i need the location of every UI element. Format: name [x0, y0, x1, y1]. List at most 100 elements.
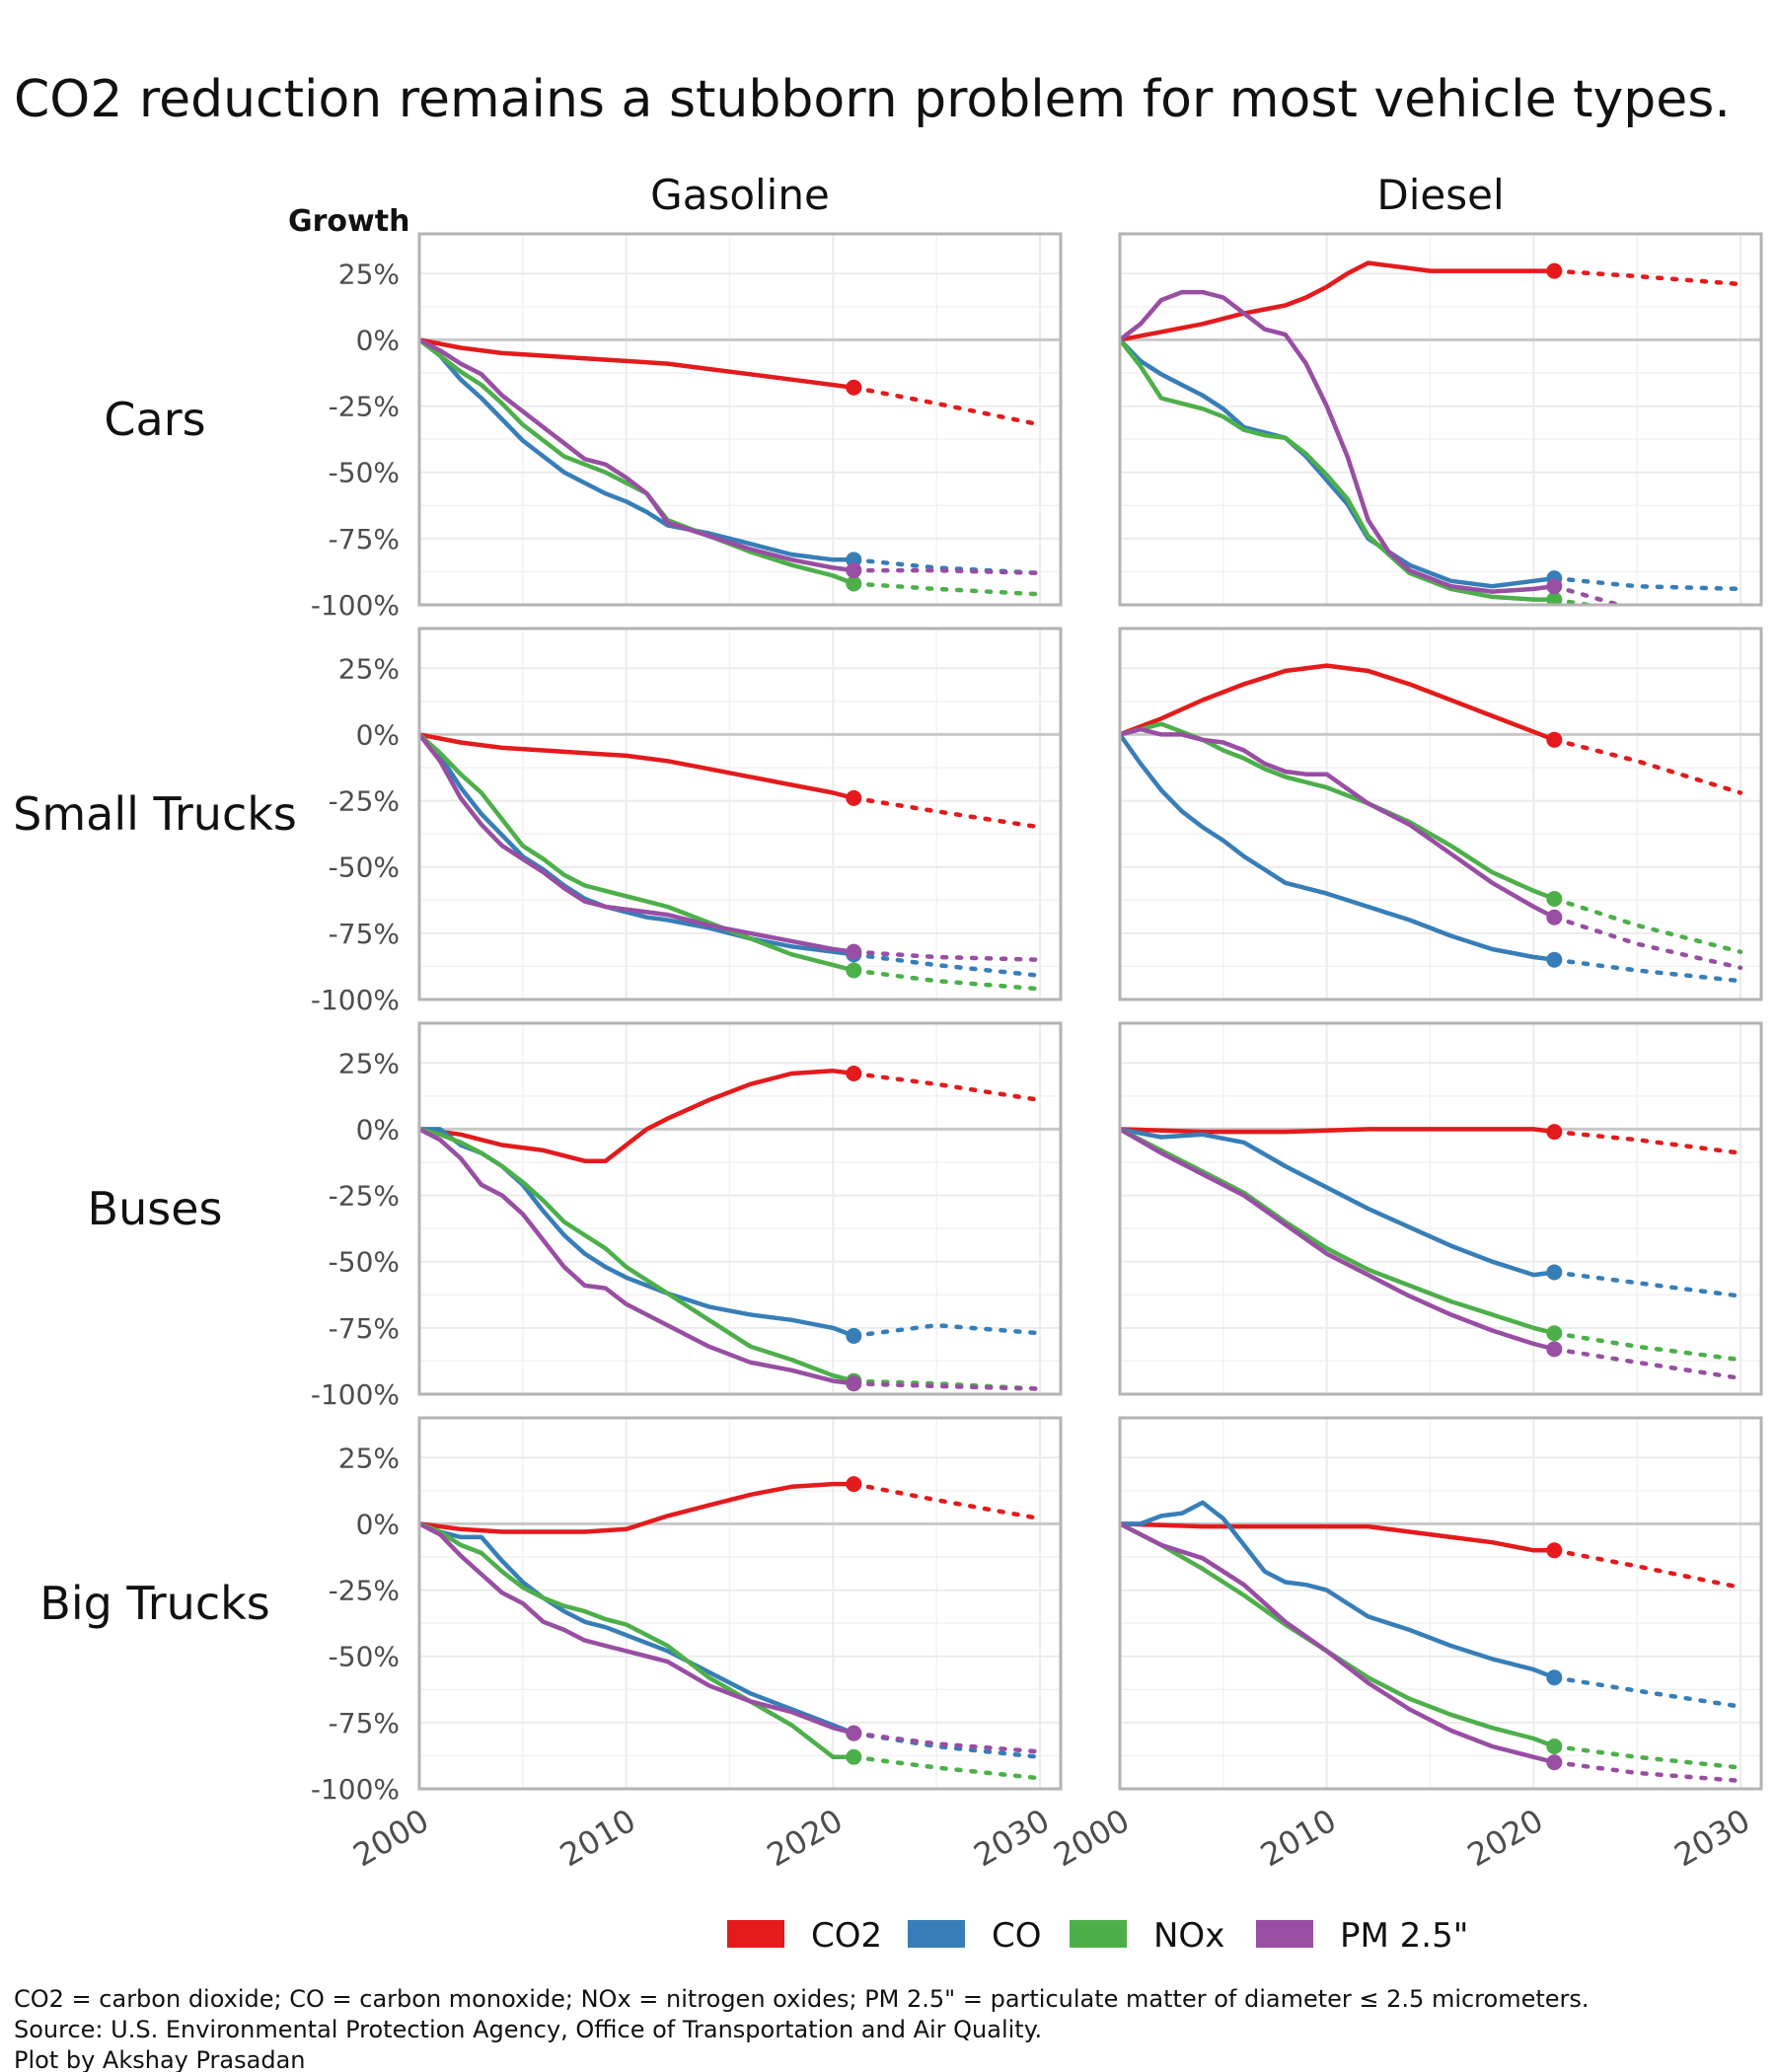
projection-line-pm25	[1552, 583, 1627, 605]
y-tick-label: -100%	[311, 984, 400, 1016]
caption-author: Plot by Akshay Prasadan	[14, 2046, 306, 2072]
y-tick-label: -100%	[311, 1773, 400, 1806]
y-tick-label: -25%	[329, 391, 400, 423]
y-tick-label: -50%	[329, 851, 400, 884]
row-label-big-trucks: Big Trucks	[39, 1577, 269, 1630]
projection-line-nox	[1552, 896, 1743, 954]
series-line-co2	[419, 1481, 856, 1534]
series-line-co2	[1120, 260, 1557, 342]
end-point-co	[1546, 1264, 1563, 1281]
series-line-co	[419, 1521, 856, 1736]
end-point-pm25	[846, 1725, 862, 1741]
legend-label: NOx	[1153, 1916, 1224, 1956]
panel-data	[419, 1066, 1043, 1392]
legend-swatch	[1070, 1920, 1127, 1948]
y-tick-label: -25%	[329, 1180, 400, 1213]
panel-border	[417, 627, 1063, 1001]
projection-line-co	[851, 952, 1043, 979]
y-tick-label: -25%	[329, 785, 400, 818]
panel-border	[417, 1416, 1063, 1791]
panel-border	[1118, 627, 1763, 1001]
projection-line-co	[1552, 1674, 1743, 1709]
projection-line-co2	[851, 385, 1043, 427]
end-point-pm25	[1546, 578, 1563, 595]
panel-cars-gasoline: 25% 0% -25% -50% -75% -100%	[311, 232, 1063, 622]
projection-line-pm25	[1552, 1759, 1743, 1784]
y-tick-label: 0%	[356, 718, 400, 751]
y-tick-label: -100%	[311, 589, 400, 622]
end-point-co2	[846, 379, 862, 396]
projection-line-co2	[1552, 1129, 1743, 1155]
series-line-co	[419, 337, 856, 562]
end-point-co2	[1546, 731, 1563, 748]
legend: CO2 CO NOx PM 2.5"	[727, 1916, 1468, 1956]
y-tick-label: -100%	[311, 1378, 400, 1411]
projection-line-co2	[851, 1071, 1043, 1103]
series-line-pm25	[419, 1127, 856, 1386]
projection-line-co	[851, 1322, 1043, 1339]
chart-title: CO2 reduction remains a stubborn problem…	[14, 70, 1731, 129]
end-point-pm25	[846, 562, 862, 579]
series-line-co2	[1120, 663, 1557, 743]
legend-item-co2: CO2	[727, 1916, 882, 1956]
series-line-co	[1120, 732, 1557, 962]
projection-line-nox	[851, 581, 1043, 597]
projection-line-pm25	[851, 1381, 1043, 1391]
end-point-co2	[1546, 1542, 1563, 1559]
projection-line-nox	[1552, 1330, 1743, 1363]
series-line-pm25	[1120, 289, 1557, 594]
panel-data	[1120, 663, 1743, 984]
series-line-nox	[419, 1521, 856, 1760]
panel-big-trucks-gasoline: 25%0%-25%-50%-75%-100%2000 2010 2020 2030	[311, 1416, 1063, 1874]
column-header-diesel: Diesel	[1376, 171, 1504, 219]
caption-source: Source: U.S. Environmental Protection Ag…	[14, 2016, 1042, 2043]
caption-line-1: CO2 = carbon dioxide; CO = carbon monoxi…	[14, 1985, 1590, 2013]
y-tick-label: 25%	[338, 1047, 400, 1079]
series-line-co2	[1120, 1521, 1557, 1553]
y-tick-label: 25%	[338, 258, 400, 290]
end-point-co	[1546, 1669, 1563, 1686]
panel-cars-diesel	[1118, 232, 1763, 607]
y-tick-label: -50%	[329, 457, 400, 489]
end-point-nox	[846, 1748, 862, 1765]
panel-background	[419, 1418, 1061, 1789]
series-line-nox	[419, 1127, 856, 1383]
panel-data	[419, 1476, 1043, 1781]
series-line-nox	[419, 337, 856, 586]
end-point-pm25	[846, 1375, 862, 1392]
projection-line-co2	[851, 1481, 1043, 1521]
end-point-pm25	[1546, 1341, 1563, 1358]
end-point-co2	[1546, 262, 1563, 279]
end-point-nox	[1546, 890, 1563, 907]
y-tick-label: 25%	[338, 652, 400, 685]
y-tick-label: 0%	[356, 1113, 400, 1146]
panel-small-trucks-diesel	[1118, 627, 1763, 1001]
panel-background	[1120, 629, 1761, 999]
series-line-co2	[419, 1069, 856, 1163]
end-point-pm25	[846, 943, 862, 960]
legend-label: PM 2.5"	[1340, 1916, 1468, 1956]
y-tick-label: -75%	[329, 1707, 400, 1739]
series-line-pm25	[1120, 1521, 1557, 1765]
legend-swatch	[908, 1920, 965, 1948]
projection-line-pm25	[851, 567, 1043, 576]
series-line-pm25	[1120, 1127, 1557, 1352]
row-label-buses: Buses	[88, 1182, 223, 1235]
y-tick-label: -75%	[329, 1312, 400, 1345]
end-point-co2	[846, 1476, 862, 1493]
panel-data	[419, 337, 1043, 597]
y-tick-label: -50%	[329, 1641, 400, 1673]
facet-grid: Gasoline Diesel Cars Small Trucks Buses Big T…	[13, 171, 1763, 1874]
projection-line-co	[1552, 1270, 1743, 1298]
panel-border	[1118, 1416, 1763, 1791]
series-line-co	[1120, 1127, 1557, 1278]
panel-background	[419, 629, 1061, 999]
y-tick-label: -25%	[329, 1575, 400, 1607]
panel-background	[1120, 1023, 1761, 1394]
series-line-pm25	[419, 1521, 856, 1736]
end-point-pm25	[1546, 1754, 1563, 1771]
y-tick-label: 25%	[338, 1442, 400, 1474]
end-point-nox	[1546, 1739, 1563, 1755]
series-line-nox	[1120, 337, 1557, 602]
